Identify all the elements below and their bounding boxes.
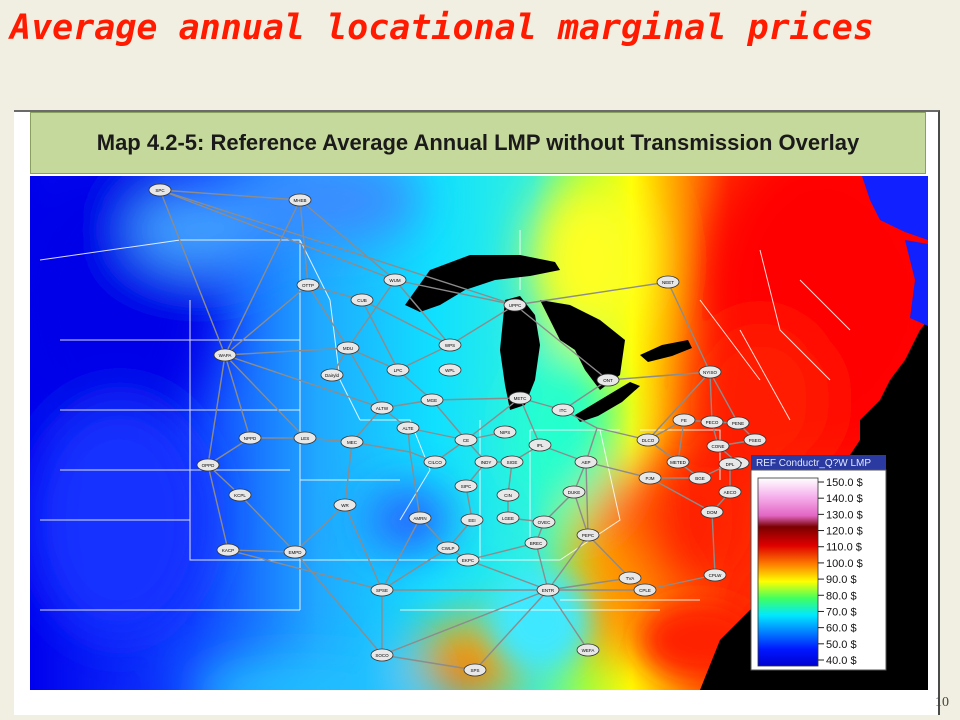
- slide-title: Average annual locational marginal price…: [10, 8, 874, 48]
- map-title-bar: Map 4.2-5: Reference Average Annual LMP …: [30, 112, 926, 174]
- map-frame: [14, 110, 940, 715]
- page-number: 10: [935, 695, 949, 710]
- map-title: Map 4.2-5: Reference Average Annual LMP …: [96, 130, 860, 155]
